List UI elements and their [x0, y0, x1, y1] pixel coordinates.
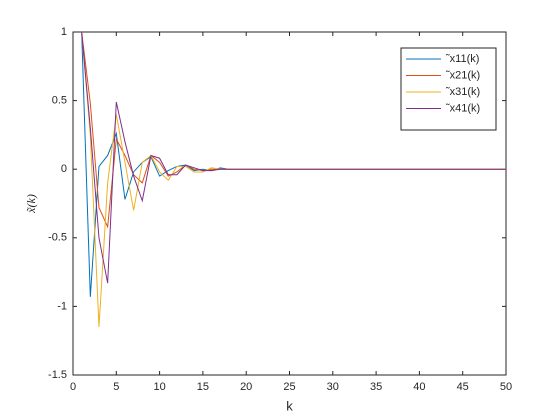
y-tick-label: 0.5 — [52, 95, 67, 107]
x-tick-label: 15 — [197, 381, 209, 393]
y-tick-label: 0 — [61, 163, 67, 175]
legend-box — [400, 47, 497, 131]
legend-label: ˜x11(k) — [445, 53, 479, 65]
x-axis-label: k — [286, 398, 293, 413]
x-tick-label: 10 — [153, 381, 165, 393]
x-tick-label: 0 — [70, 381, 76, 393]
legend-label: ˜x21(k) — [445, 69, 480, 81]
x-tick-label: 5 — [113, 381, 119, 393]
x-tick-label: 50 — [500, 381, 512, 393]
x-tick-label: 45 — [457, 381, 469, 393]
legend-label: ˜x31(k) — [445, 86, 480, 98]
x-tick-label: 30 — [327, 381, 339, 393]
x-tick-label: 25 — [283, 381, 295, 393]
y-tick-label: -0.5 — [48, 232, 67, 244]
y-tick-label: 1 — [61, 26, 67, 38]
x-tick-label: 35 — [370, 381, 382, 393]
x-tick-label: 40 — [413, 381, 425, 393]
y-axis-label: x̃(k) — [24, 194, 38, 214]
x-tick-label: 20 — [240, 381, 252, 393]
legend-label: ˜x41(k) — [445, 102, 480, 114]
y-tick-label: -1 — [57, 300, 67, 312]
y-tick-label: -1.5 — [48, 369, 67, 381]
data-line — [81, 31, 506, 284]
